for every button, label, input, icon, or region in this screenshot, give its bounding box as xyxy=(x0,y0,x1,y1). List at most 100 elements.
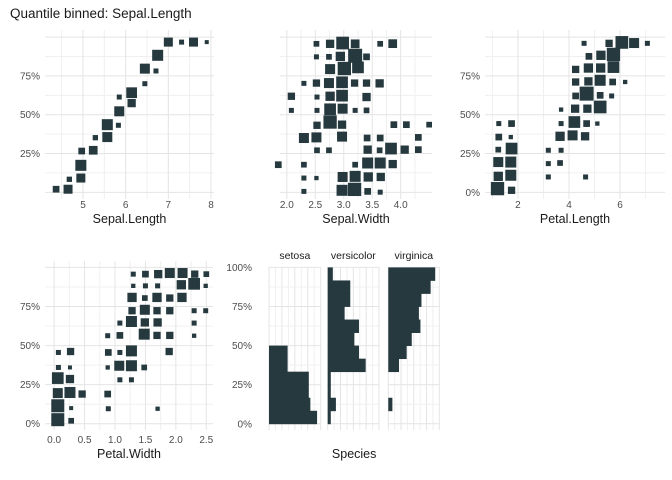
x-tick-label: 0.0 xyxy=(47,435,61,446)
y-tick-label: 25% xyxy=(20,149,40,160)
bin-square xyxy=(105,365,110,370)
bin-square xyxy=(607,61,620,73)
bin-square xyxy=(583,120,590,127)
bin-square xyxy=(505,156,517,168)
bin-square xyxy=(301,188,307,194)
bin-square xyxy=(426,121,433,128)
bin-square xyxy=(313,40,320,47)
bin-square xyxy=(115,122,121,128)
bin-square xyxy=(68,417,75,424)
bin-square xyxy=(138,328,150,340)
bin-square xyxy=(314,147,320,154)
bin-square xyxy=(555,131,565,141)
x-axis-title: Sepal.Width xyxy=(322,212,389,226)
bin-square xyxy=(390,121,398,129)
bin-square xyxy=(337,120,347,129)
bin-square xyxy=(348,48,363,63)
y-tick-label: 50% xyxy=(20,110,40,121)
histogram-bar xyxy=(327,293,351,307)
bin-square xyxy=(139,304,150,315)
bin-square xyxy=(376,147,383,154)
bin-square xyxy=(55,364,61,370)
bin-square xyxy=(104,349,112,356)
bin-square xyxy=(337,171,348,182)
histogram-bar xyxy=(269,384,309,399)
histogram-bar xyxy=(327,410,331,425)
bin-square xyxy=(164,268,175,279)
bin-square xyxy=(505,142,518,155)
y-tick-label: 75% xyxy=(20,302,40,313)
x-tick-label: 3.5 xyxy=(365,200,379,211)
y-tick-label: 25% xyxy=(232,380,252,391)
bin-square xyxy=(325,64,336,75)
bin-square xyxy=(125,360,137,372)
bin-square xyxy=(609,78,617,86)
bin-square xyxy=(301,161,307,168)
bin-square xyxy=(105,406,111,412)
bin-square xyxy=(596,91,604,99)
bin-square xyxy=(51,399,65,413)
bin-square xyxy=(335,51,345,62)
bin-square xyxy=(349,170,361,182)
bin-square xyxy=(414,146,422,154)
bin-square xyxy=(104,390,112,398)
bin-square xyxy=(63,184,73,194)
bin-square xyxy=(125,316,137,328)
y-tick-label: 75% xyxy=(460,71,480,82)
bin-square xyxy=(52,388,63,399)
histogram-bar xyxy=(327,332,355,347)
bin-square xyxy=(400,145,409,154)
bin-square xyxy=(117,349,123,355)
bin-square xyxy=(76,173,86,183)
bin-square xyxy=(313,121,321,129)
bin-square xyxy=(579,86,594,101)
bin-square xyxy=(65,374,75,384)
bin-square xyxy=(130,271,136,277)
bin-square xyxy=(377,40,384,47)
bin-square xyxy=(558,121,564,127)
bin-square xyxy=(496,121,502,127)
bin-square xyxy=(116,332,124,339)
bin-square xyxy=(403,121,410,129)
bin-square xyxy=(629,38,640,49)
bin-square xyxy=(153,318,162,327)
histogram-bar xyxy=(269,371,309,386)
x-tick-label: 2.0 xyxy=(169,435,183,446)
x-axis-title: Petal.Width xyxy=(97,447,161,461)
bin-square xyxy=(314,107,320,113)
bin-square xyxy=(362,92,371,102)
x-tick-label: 0.5 xyxy=(78,435,92,446)
x-tick-label: 4 xyxy=(566,200,572,211)
bin-square xyxy=(572,92,579,100)
bin-square xyxy=(176,280,186,290)
bin-square xyxy=(114,360,125,371)
bin-square xyxy=(298,133,309,144)
bin-square xyxy=(51,413,65,427)
bin-square xyxy=(51,372,64,384)
bin-square xyxy=(311,132,322,143)
bin-square xyxy=(596,50,606,60)
histogram-bar xyxy=(269,345,288,360)
bin-square xyxy=(388,159,397,169)
bin-square xyxy=(191,270,199,278)
bin-square xyxy=(141,364,148,371)
bin-square xyxy=(508,134,513,140)
bin-square xyxy=(364,188,372,195)
bin-square xyxy=(114,106,125,117)
bin-square xyxy=(166,331,174,340)
bin-square xyxy=(505,169,517,181)
y-tick-label: 75% xyxy=(232,302,252,313)
bin-square xyxy=(336,89,348,102)
bin-square xyxy=(166,307,174,315)
bin-square xyxy=(605,39,613,47)
x-tick-label: 1.5 xyxy=(138,435,152,446)
histogram-bar xyxy=(327,280,351,294)
bin-square xyxy=(287,92,296,100)
bin-square xyxy=(594,74,606,86)
bin-square xyxy=(606,47,621,62)
x-tick-label: 5 xyxy=(80,200,86,211)
bin-square xyxy=(139,63,150,74)
bin-square xyxy=(337,103,348,114)
